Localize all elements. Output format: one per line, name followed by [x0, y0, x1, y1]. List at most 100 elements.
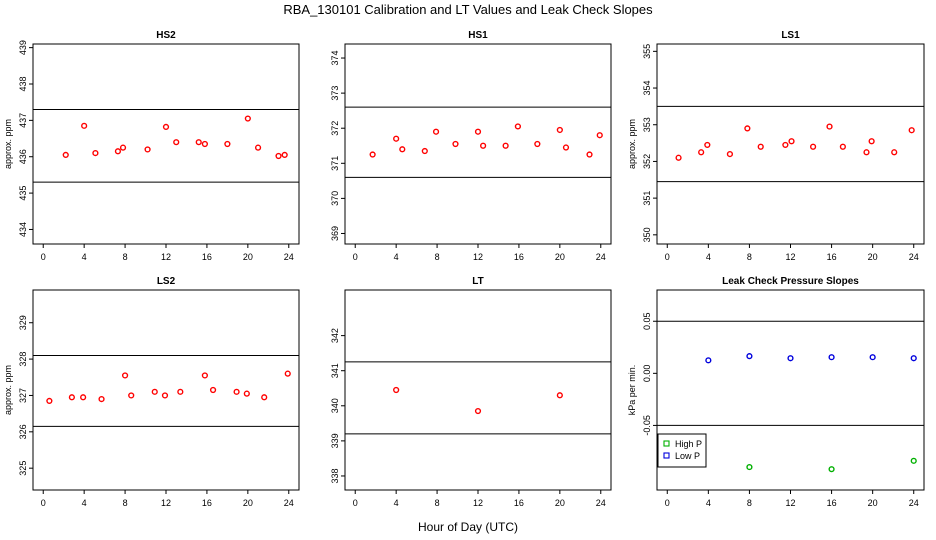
- data-point: [698, 149, 705, 156]
- y-tick-label: 339: [330, 433, 340, 448]
- x-tick-label: 4: [82, 252, 87, 262]
- y-tick-label: -0.05: [642, 415, 652, 436]
- data-point: [261, 394, 268, 401]
- data-point: [209, 386, 217, 394]
- data-point: [891, 149, 898, 156]
- data-point: [201, 140, 208, 148]
- x-tick-label: 24: [596, 498, 606, 508]
- panel-1: HS2 0 4 8 12 16 20 24 434 435 436 437 438 439 approx. …: [3, 30, 300, 262]
- x-tick-label: 24: [596, 252, 606, 262]
- y-tick-label: 0.05: [642, 312, 652, 330]
- y-tick-label: 355: [642, 44, 652, 59]
- data-point: [369, 151, 376, 158]
- y-tick-label: 340: [330, 398, 340, 413]
- x-tick-label: 12: [161, 498, 171, 508]
- data-point: [144, 146, 151, 153]
- y-tick-label: 354: [642, 81, 652, 96]
- data-point: [675, 154, 682, 161]
- x-tick-label: 8: [435, 498, 440, 508]
- y-tick-label: 342: [330, 328, 340, 343]
- data-point: [151, 388, 158, 395]
- data-point: [782, 141, 789, 149]
- y-tick-label: 369: [330, 226, 340, 241]
- x-tick-label: 0: [665, 252, 670, 262]
- x-tick-label: 12: [473, 498, 483, 508]
- y-tick-label: 437: [18, 113, 28, 128]
- data-point: [114, 148, 122, 155]
- x-tick-label: 24: [284, 252, 294, 262]
- data-point: [514, 123, 522, 130]
- data-point: [201, 372, 208, 379]
- legend-label: High P: [675, 439, 702, 449]
- data-point: [92, 149, 99, 157]
- x-tick-label: 8: [747, 498, 752, 508]
- data-point: [562, 144, 570, 151]
- x-tick-label: 0: [665, 498, 670, 508]
- data-point: [863, 149, 870, 156]
- data-point: [744, 125, 751, 132]
- y-axis-label: kPa per min.: [627, 365, 637, 416]
- data-point: [705, 357, 712, 364]
- data-point: [81, 122, 88, 129]
- x-tick-label: 4: [394, 498, 399, 508]
- y-tick-label: 436: [18, 149, 28, 164]
- panel-4: LS2 0 4 8 12 16 20 24 325 326 327 328 329 approx. ppm: [3, 276, 300, 508]
- y-tick-label: 338: [330, 468, 340, 483]
- x-tick-label: 0: [41, 498, 46, 508]
- x-tick-label: 20: [868, 252, 878, 262]
- figure-title: RBA_130101 Calibration and LT Values and…: [283, 2, 653, 17]
- y-tick-label: 351: [642, 191, 652, 206]
- data-point: [908, 127, 915, 134]
- x-tick-label: 20: [868, 498, 878, 508]
- data-point: [502, 142, 509, 149]
- x-tick-label: 8: [123, 498, 128, 508]
- data-point: [869, 354, 876, 361]
- data-point: [746, 463, 753, 471]
- x-tick-label: 0: [41, 252, 46, 262]
- x-tick-label: 12: [785, 498, 795, 508]
- y-tick-label: 438: [18, 76, 28, 91]
- legend-box: [657, 433, 707, 468]
- y-tick-label: 353: [642, 117, 652, 132]
- data-point: [80, 394, 87, 401]
- data-point: [787, 355, 794, 362]
- y-tick-label: 352: [642, 154, 652, 169]
- data-point: [121, 372, 129, 379]
- y-axis-label: approx. ppm: [627, 119, 637, 169]
- data-point: [480, 142, 487, 149]
- data-point: [62, 151, 69, 159]
- y-axis-label: approx. ppm: [3, 365, 13, 415]
- x-tick-label: 12: [785, 252, 795, 262]
- panel-title: HS1: [468, 30, 488, 41]
- y-tick-label: 373: [330, 86, 340, 101]
- x-tick-label: 8: [123, 252, 128, 262]
- x-tick-label: 16: [827, 252, 837, 262]
- data-point: [596, 132, 603, 139]
- data-point: [162, 123, 170, 131]
- data-point: [195, 139, 202, 146]
- data-point: [828, 354, 835, 361]
- x-tick-label: 12: [473, 252, 483, 262]
- x-tick-label: 16: [514, 498, 524, 508]
- x-tick-label: 4: [706, 252, 711, 262]
- data-point: [243, 390, 250, 397]
- x-tick-label: 0: [353, 498, 358, 508]
- data-point: [757, 143, 764, 150]
- data-point: [244, 115, 251, 122]
- x-tick-label: 20: [243, 252, 253, 262]
- panel-3: LS1 0 4 8 12 16 20 24 350 351 352 353 354 355 approx. …: [627, 30, 925, 262]
- data-point: [839, 143, 846, 150]
- data-point: [432, 128, 440, 135]
- y-tick-label: 435: [18, 186, 28, 201]
- x-tick-label: 20: [555, 252, 565, 262]
- x-tick-label: 4: [394, 252, 399, 262]
- data-point: [910, 355, 917, 362]
- y-axis-label: approx. ppm: [3, 119, 13, 169]
- panel-title: LT: [472, 276, 483, 287]
- x-tick-label: 4: [82, 498, 87, 508]
- y-tick-label: 350: [642, 227, 652, 242]
- data-point: [704, 141, 711, 149]
- y-tick-label: 325: [18, 461, 28, 476]
- panels-group: HS2 0 4 8 12 16 20 24 434 435 436 437 438 439 approx. …: [3, 30, 925, 508]
- y-tick-label: 370: [330, 191, 340, 206]
